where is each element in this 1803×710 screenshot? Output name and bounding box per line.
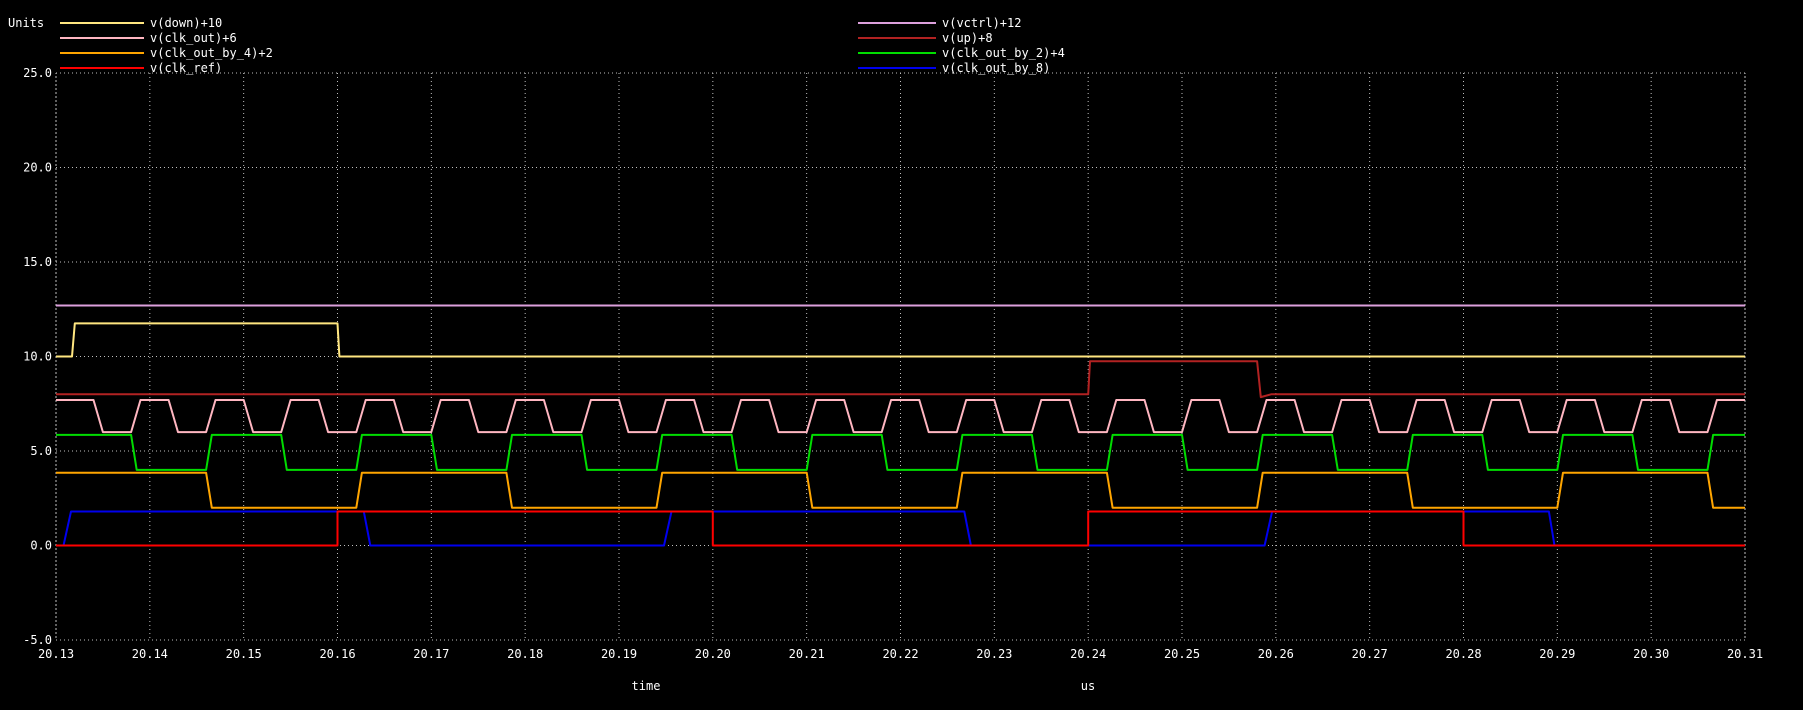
legend-label-v-clk-out-by-8: v(clk_out_by_8) xyxy=(942,61,1050,75)
legend-label-v-up-8: v(up)+8 xyxy=(942,31,993,45)
x-tick-label: 20.13 xyxy=(38,647,74,661)
x-tick-label: 20.18 xyxy=(507,647,543,661)
x-tick-label: 20.15 xyxy=(226,647,262,661)
series-line-v-clk-out-by-8 xyxy=(56,510,1745,547)
x-tick-label: 20.30 xyxy=(1633,647,1669,661)
x-tick-label: 20.19 xyxy=(601,647,637,661)
x-tick-label: 20.25 xyxy=(1164,647,1200,661)
units-label: Units xyxy=(8,16,44,30)
x-tick-label: 20.24 xyxy=(1070,647,1106,661)
y-tick-label: 25.0 xyxy=(23,66,52,80)
x-tick-label: 20.22 xyxy=(882,647,918,661)
x-tick-label: 20.28 xyxy=(1445,647,1481,661)
series-line-v-clk-out-by-4-2 xyxy=(56,471,1745,509)
x-tick-label: 20.23 xyxy=(976,647,1012,661)
x-tick-label: 20.27 xyxy=(1352,647,1388,661)
tick-labels: 20.13 20.14 20.15 20.16 20.17 20.18 20.19 20.20… xyxy=(23,66,1763,661)
x-tick-label: 20.31 xyxy=(1727,647,1763,661)
legend-label-v-clk-out-by-2-4: v(clk_out_by_2)+4 xyxy=(942,46,1065,60)
y-tick-label: 20.0 xyxy=(23,161,52,175)
legend-label-v-clk-out-6: v(clk_out)+6 xyxy=(150,31,237,45)
y-tick-label: 10.0 xyxy=(23,350,52,364)
x-tick-label: 20.14 xyxy=(132,647,168,661)
legend-label-v-down-10: v(down)+10 xyxy=(150,16,222,30)
series-line-v-up-8 xyxy=(56,360,1745,399)
series-line-v-clk-out-6 xyxy=(56,399,1745,434)
series-line-v-clk-out-by-2-4 xyxy=(56,433,1745,471)
legend-label-v-vctrl-12: v(vctrl)+12 xyxy=(942,16,1021,30)
series-line-v-clk-ref xyxy=(56,510,1745,547)
x-tick-label: 20.16 xyxy=(319,647,355,661)
y-tick-label: 0.0 xyxy=(30,539,52,553)
x-axis-unit: us xyxy=(1081,679,1095,693)
y-tick-label: 5.0 xyxy=(30,444,52,458)
legend-label-v-clk-ref: v(clk_ref) xyxy=(150,61,222,75)
x-tick-label: 20.20 xyxy=(695,647,731,661)
y-tick-label: -5.0 xyxy=(23,633,52,647)
x-tick-label: 20.17 xyxy=(413,647,449,661)
x-tick-label: 20.29 xyxy=(1539,647,1575,661)
legend: v(down)+10 v(vctrl)+12 v(clk_out)+6 v(up)+8… xyxy=(60,16,1065,75)
x-tick-label: 20.21 xyxy=(789,647,825,661)
legend-label-v-clk-out-by-4-2: v(clk_out_by_4)+2 xyxy=(150,46,273,60)
x-axis-label: time xyxy=(632,679,661,693)
x-tick-label: 20.26 xyxy=(1258,647,1294,661)
series-line-v-down-10 xyxy=(56,322,1745,358)
y-tick-label: 15.0 xyxy=(23,255,52,269)
series-layer xyxy=(56,304,1745,547)
